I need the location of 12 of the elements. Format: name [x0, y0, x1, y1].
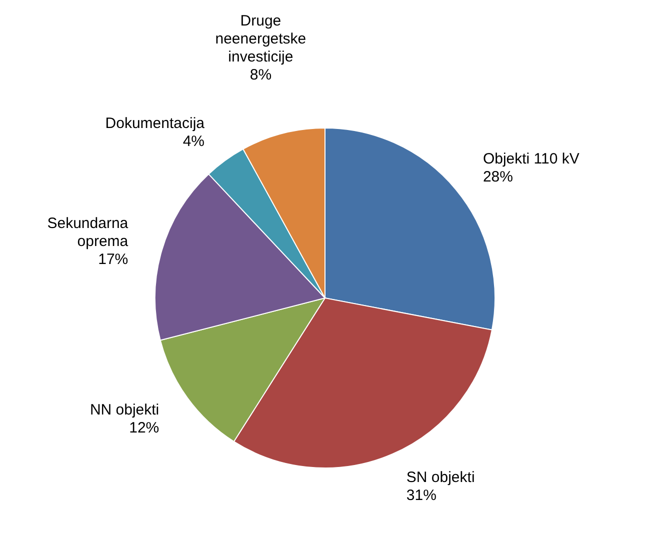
data-label: 4%: [182, 133, 205, 150]
slice-label: SN objekti: [406, 469, 475, 486]
data-label: 12%: [129, 419, 160, 436]
data-label: 31%: [406, 487, 436, 504]
data-label: 17%: [98, 250, 128, 268]
slice-label: Objekti 110 kV: [482, 150, 580, 168]
slice-label: Sekundarna oprema: [47, 214, 129, 250]
slice-label: Dokumentacija: [105, 115, 206, 132]
slice-label: NN objekti: [90, 401, 160, 418]
slice-label: Druge neenergetske investicije: [215, 12, 306, 66]
data-label: 28%: [482, 168, 513, 186]
data-label: 8%: [250, 66, 272, 84]
